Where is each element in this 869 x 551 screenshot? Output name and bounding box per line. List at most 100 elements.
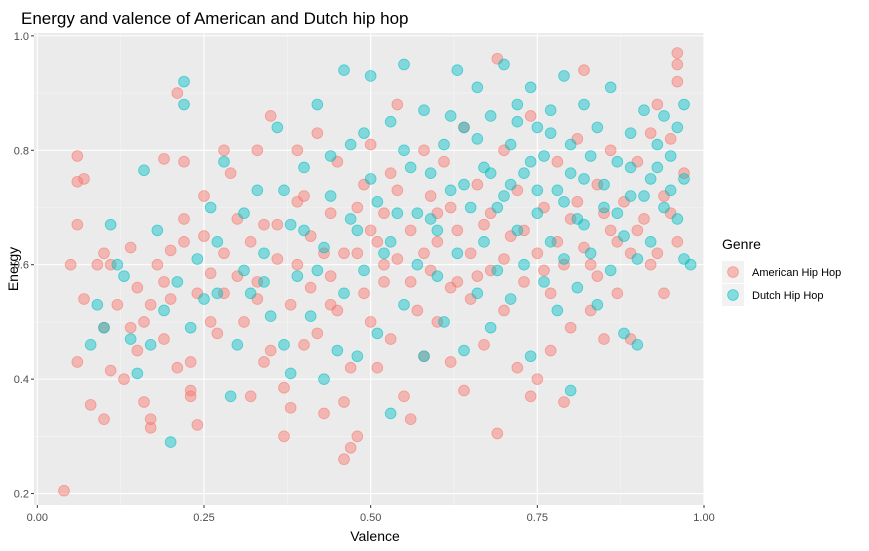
data-point xyxy=(378,247,390,260)
y-tick-label: 0.4 xyxy=(14,374,29,386)
data-point xyxy=(644,258,657,271)
data-point xyxy=(311,327,324,340)
data-point xyxy=(524,81,537,94)
data-point xyxy=(344,213,357,225)
legend-label: American Hip Hop xyxy=(752,267,841,279)
y-tick-label: 0.8 xyxy=(14,145,29,157)
data-point xyxy=(464,247,477,260)
data-point xyxy=(624,247,637,260)
data-point xyxy=(324,207,337,220)
data-point xyxy=(538,150,550,162)
data-point xyxy=(564,384,577,397)
data-point xyxy=(358,287,370,300)
data-point xyxy=(298,224,310,237)
data-point xyxy=(218,287,230,300)
data-point xyxy=(544,287,557,300)
data-point xyxy=(124,321,137,334)
data-point xyxy=(611,236,624,248)
data-point xyxy=(418,144,430,157)
data-point xyxy=(278,339,290,351)
data-point xyxy=(331,304,344,317)
data-point xyxy=(544,127,557,139)
data-point xyxy=(578,98,590,111)
x-tick-label: 0.00 xyxy=(27,512,48,524)
data-point xyxy=(144,298,157,311)
data-point xyxy=(198,230,210,242)
data-point xyxy=(184,321,197,334)
data-point xyxy=(471,81,484,94)
data-point xyxy=(244,390,257,403)
data-point xyxy=(384,333,397,345)
data-point xyxy=(304,230,317,242)
data-point xyxy=(384,167,397,179)
data-point xyxy=(584,247,597,260)
data-point xyxy=(71,218,84,231)
data-point xyxy=(291,195,304,208)
data-point xyxy=(71,356,84,368)
data-point xyxy=(391,253,404,265)
data-point xyxy=(164,436,177,448)
data-point xyxy=(524,350,537,363)
data-point xyxy=(504,138,517,151)
data-point xyxy=(458,344,470,357)
data-point xyxy=(144,413,157,425)
data-point xyxy=(284,218,297,231)
data-point xyxy=(338,396,350,408)
data-point xyxy=(231,270,244,282)
data-point xyxy=(178,155,190,168)
data-point xyxy=(644,173,657,185)
data-point xyxy=(158,333,170,345)
data-point xyxy=(491,52,504,65)
data-point xyxy=(664,207,677,220)
data-point xyxy=(358,264,370,277)
data-point xyxy=(464,201,477,214)
data-point xyxy=(338,64,350,76)
data-point xyxy=(544,236,557,248)
data-point xyxy=(218,155,230,168)
data-point xyxy=(264,344,277,357)
data-point xyxy=(618,195,630,208)
data-point xyxy=(364,173,377,185)
data-point xyxy=(658,287,670,300)
data-point xyxy=(478,339,490,351)
data-point xyxy=(531,184,544,197)
data-point xyxy=(411,304,424,317)
data-point xyxy=(231,339,244,351)
data-point xyxy=(498,253,510,265)
data-point xyxy=(478,218,490,231)
x-tick-label: 0.25 xyxy=(193,512,214,524)
data-point xyxy=(431,236,444,248)
data-point xyxy=(351,224,364,237)
data-point xyxy=(498,304,510,317)
data-point xyxy=(91,298,104,311)
data-point xyxy=(338,453,350,466)
data-point xyxy=(98,321,110,334)
data-point xyxy=(244,287,257,300)
data-point xyxy=(64,258,77,271)
data-point xyxy=(364,316,377,328)
data-point xyxy=(264,110,277,122)
data-point xyxy=(344,138,357,151)
data-point xyxy=(551,236,564,248)
data-point xyxy=(118,373,130,385)
data-point xyxy=(191,287,204,300)
data-point xyxy=(644,127,657,139)
data-point xyxy=(138,164,150,177)
data-point xyxy=(178,236,190,248)
data-point xyxy=(538,276,550,288)
data-point xyxy=(458,178,470,191)
data-point xyxy=(451,224,464,237)
data-point xyxy=(404,224,417,237)
data-point xyxy=(344,361,357,374)
data-point xyxy=(431,270,444,282)
data-point xyxy=(151,258,164,271)
data-point xyxy=(151,224,164,237)
data-point xyxy=(211,327,224,340)
data-point xyxy=(324,270,337,282)
data-point xyxy=(484,167,497,179)
data-point xyxy=(198,293,210,305)
data-point xyxy=(311,127,324,139)
data-point xyxy=(371,361,384,374)
data-point xyxy=(444,356,457,368)
